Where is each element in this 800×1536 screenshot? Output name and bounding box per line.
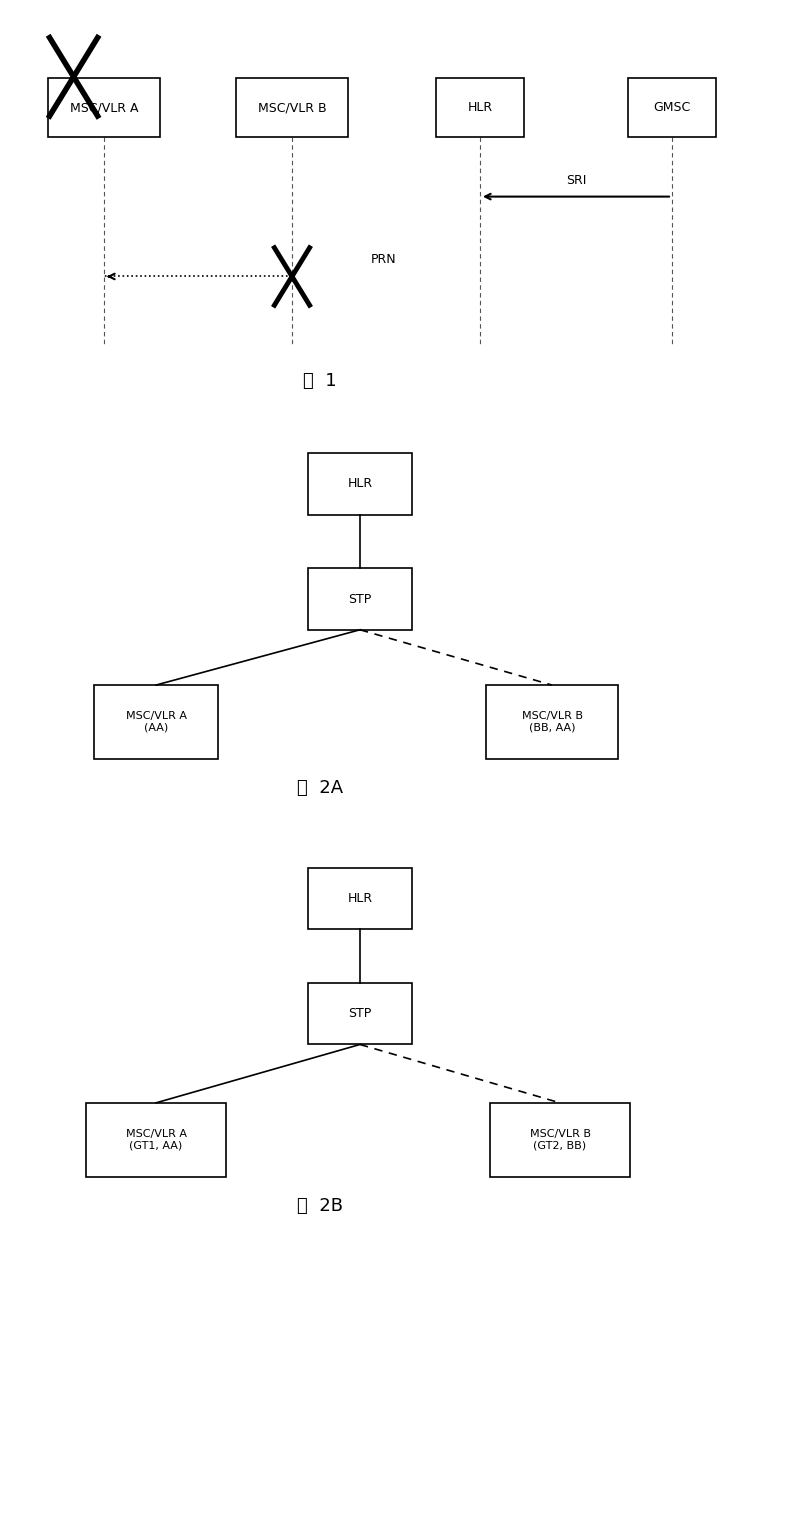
Bar: [308, 453, 412, 515]
Text: SRI: SRI: [566, 175, 586, 187]
Bar: [436, 78, 524, 137]
Bar: [490, 1103, 630, 1177]
Text: MSC/VLR B
(GT2, BB): MSC/VLR B (GT2, BB): [530, 1129, 590, 1150]
Bar: [48, 78, 160, 137]
Bar: [86, 1103, 226, 1177]
Text: MSC/VLR A
(GT1, AA): MSC/VLR A (GT1, AA): [126, 1129, 186, 1150]
Text: MSC/VLR A
(AA): MSC/VLR A (AA): [126, 711, 186, 733]
Text: HLR: HLR: [347, 478, 373, 490]
Text: 图  2B: 图 2B: [297, 1197, 343, 1215]
Bar: [308, 868, 412, 929]
Text: STP: STP: [348, 1008, 372, 1020]
Text: GMSC: GMSC: [654, 101, 690, 114]
Bar: [94, 685, 218, 759]
Text: MSC/VLR B
(BB, AA): MSC/VLR B (BB, AA): [522, 711, 582, 733]
Bar: [486, 685, 618, 759]
Text: HLR: HLR: [347, 892, 373, 905]
Text: MSC/VLR B: MSC/VLR B: [258, 101, 326, 114]
Text: 图  1: 图 1: [303, 372, 337, 390]
Bar: [236, 78, 348, 137]
Text: 图  2A: 图 2A: [297, 779, 343, 797]
Text: STP: STP: [348, 593, 372, 605]
Text: PRN: PRN: [371, 253, 397, 266]
Text: HLR: HLR: [467, 101, 493, 114]
Text: MSC/VLR A: MSC/VLR A: [70, 101, 138, 114]
Bar: [308, 983, 412, 1044]
Bar: [308, 568, 412, 630]
Bar: [628, 78, 716, 137]
